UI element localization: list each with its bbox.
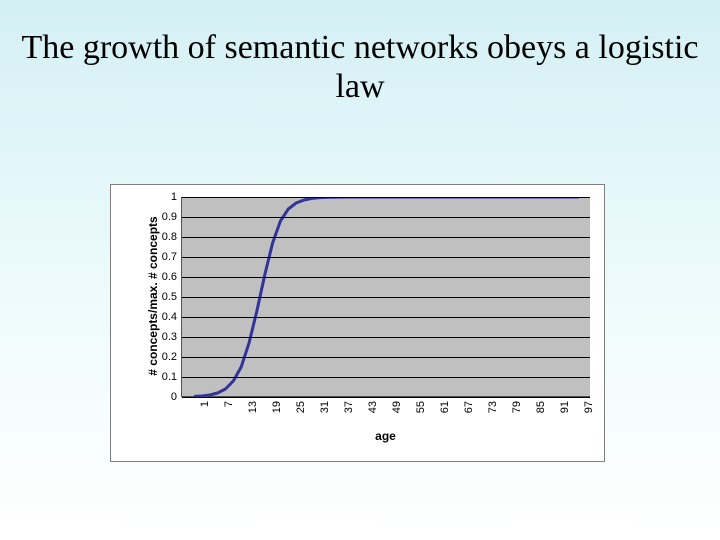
x-tick-label: 13 xyxy=(247,401,259,425)
x-tick-label: 19 xyxy=(271,401,283,425)
slide-title: The growth of semantic networks obeys a … xyxy=(0,28,720,106)
x-tick-label: 55 xyxy=(415,401,427,425)
x-tick-label: 91 xyxy=(559,401,571,425)
chart-gridline xyxy=(182,257,590,258)
y-tick-label: 0.5 xyxy=(143,291,177,303)
x-tick-label: 67 xyxy=(463,401,475,425)
x-axis-title: age xyxy=(181,429,590,443)
x-tick-label: 25 xyxy=(295,401,307,425)
chart-plot-area xyxy=(181,197,590,397)
y-tick-label: 0.7 xyxy=(143,251,177,263)
chart-gridline xyxy=(182,197,590,198)
x-tick-label: 73 xyxy=(487,401,499,425)
x-tick-label: 7 xyxy=(223,401,235,425)
chart-gridline xyxy=(182,217,590,218)
x-tick-label: 97 xyxy=(583,401,595,425)
x-tick-label: 37 xyxy=(343,401,355,425)
chart-gridline xyxy=(182,377,590,378)
y-tick-label: 0.9 xyxy=(143,211,177,223)
slide: The growth of semantic networks obeys a … xyxy=(0,0,720,540)
x-tick-label: 85 xyxy=(535,401,547,425)
y-tick-label: 0.8 xyxy=(143,231,177,243)
x-tick-label: 61 xyxy=(439,401,451,425)
y-tick-label: 0.6 xyxy=(143,271,177,283)
y-tick-label: 0.3 xyxy=(143,331,177,343)
chart-gridline xyxy=(182,277,590,278)
x-tick-label: 1 xyxy=(199,401,211,425)
chart-gridline xyxy=(182,237,590,238)
x-tick-label: 49 xyxy=(391,401,403,425)
chart-gridline xyxy=(182,397,590,398)
chart-gridline xyxy=(182,317,590,318)
y-tick-label: 0 xyxy=(143,391,177,403)
chart-gridline xyxy=(182,357,590,358)
y-tick-label: 1 xyxy=(143,191,177,203)
chart-frame: # concepts/max. # concepts age 00.10.20.… xyxy=(110,184,605,462)
y-tick-label: 0.4 xyxy=(143,311,177,323)
chart-gridline xyxy=(182,297,590,298)
x-tick-label: 43 xyxy=(367,401,379,425)
y-tick-label: 0.2 xyxy=(143,351,177,363)
y-tick-label: 0.1 xyxy=(143,371,177,383)
x-tick-label: 31 xyxy=(319,401,331,425)
x-tick-label: 79 xyxy=(511,401,523,425)
chart-gridline xyxy=(182,337,590,338)
